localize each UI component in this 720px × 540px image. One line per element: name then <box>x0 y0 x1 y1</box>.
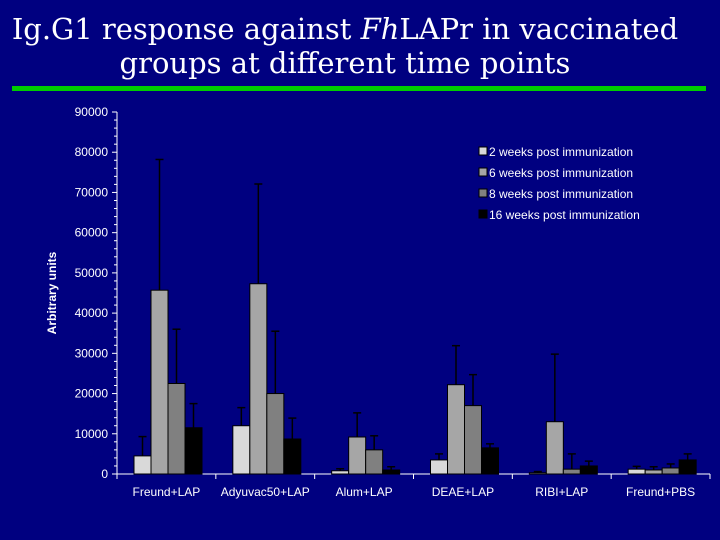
bar <box>430 459 448 475</box>
legend-swatch <box>478 188 488 198</box>
x-tick-label: Freund+PBS <box>626 485 695 499</box>
bar <box>133 455 152 475</box>
bar <box>365 449 384 475</box>
legend-swatch <box>478 209 488 219</box>
y-tick-label: 40000 <box>75 306 109 320</box>
title-line-2: groups at different time points <box>119 46 571 80</box>
bar <box>562 468 581 475</box>
bar <box>249 283 268 475</box>
y-tick-label: 20000 <box>75 387 109 401</box>
title-line-1: Ig.G1 response against FhLAPr in vaccina… <box>0 12 690 46</box>
title-italic-fh: Fh <box>360 12 400 46</box>
y-tick-label: 0 <box>101 467 108 481</box>
bar <box>545 421 564 475</box>
bar <box>167 383 186 475</box>
bar <box>382 469 401 475</box>
legend-swatch <box>478 167 488 177</box>
title-line-1-suffix: LAPr in vaccinated <box>399 12 679 46</box>
bar <box>447 384 465 475</box>
bar <box>348 436 367 475</box>
y-tick-label: 60000 <box>75 226 109 240</box>
bar <box>464 405 482 475</box>
legend-entry-label: 8 weeks post immunization <box>489 187 633 201</box>
y-tick-label: 30000 <box>75 346 109 360</box>
x-tick-label: DEAE+LAP <box>432 485 494 499</box>
slide-title: Ig.G1 response against FhLAPr in vaccina… <box>0 12 690 80</box>
y-tick-label: 90000 <box>75 105 109 119</box>
bar <box>678 459 697 475</box>
legend-entry-label: 6 weeks post immunization <box>489 166 633 180</box>
bar <box>266 393 285 475</box>
bar <box>528 472 547 475</box>
legend-swatch <box>478 146 488 156</box>
y-tick-label: 50000 <box>75 266 109 280</box>
x-tick-label: Adyuvac50+LAP <box>221 485 310 499</box>
legend-entry-label: 2 weeks post immunization <box>489 145 633 159</box>
x-tick-label: Freund+LAP <box>133 485 201 499</box>
x-tick-label: Alum+LAP <box>336 485 393 499</box>
bar <box>283 438 302 475</box>
title-line-1-prefix: Ig.G1 response against <box>11 12 361 46</box>
title-underline-rule <box>12 86 706 91</box>
y-axis-label: Arbitrary units <box>45 251 59 334</box>
y-tick-label: 70000 <box>75 185 109 199</box>
x-tick-label: RIBI+LAP <box>535 485 588 499</box>
bar <box>627 468 646 475</box>
y-tick-label: 10000 <box>75 427 109 441</box>
legend-entry-label: 16 weeks post immunization <box>489 208 640 222</box>
bar <box>150 289 169 475</box>
bar <box>184 427 203 475</box>
bar <box>232 425 251 475</box>
y-tick-label: 80000 <box>75 145 109 159</box>
bar <box>579 465 598 475</box>
bar <box>661 467 680 475</box>
bar <box>644 469 663 475</box>
bar <box>481 447 499 475</box>
bar <box>331 470 350 475</box>
